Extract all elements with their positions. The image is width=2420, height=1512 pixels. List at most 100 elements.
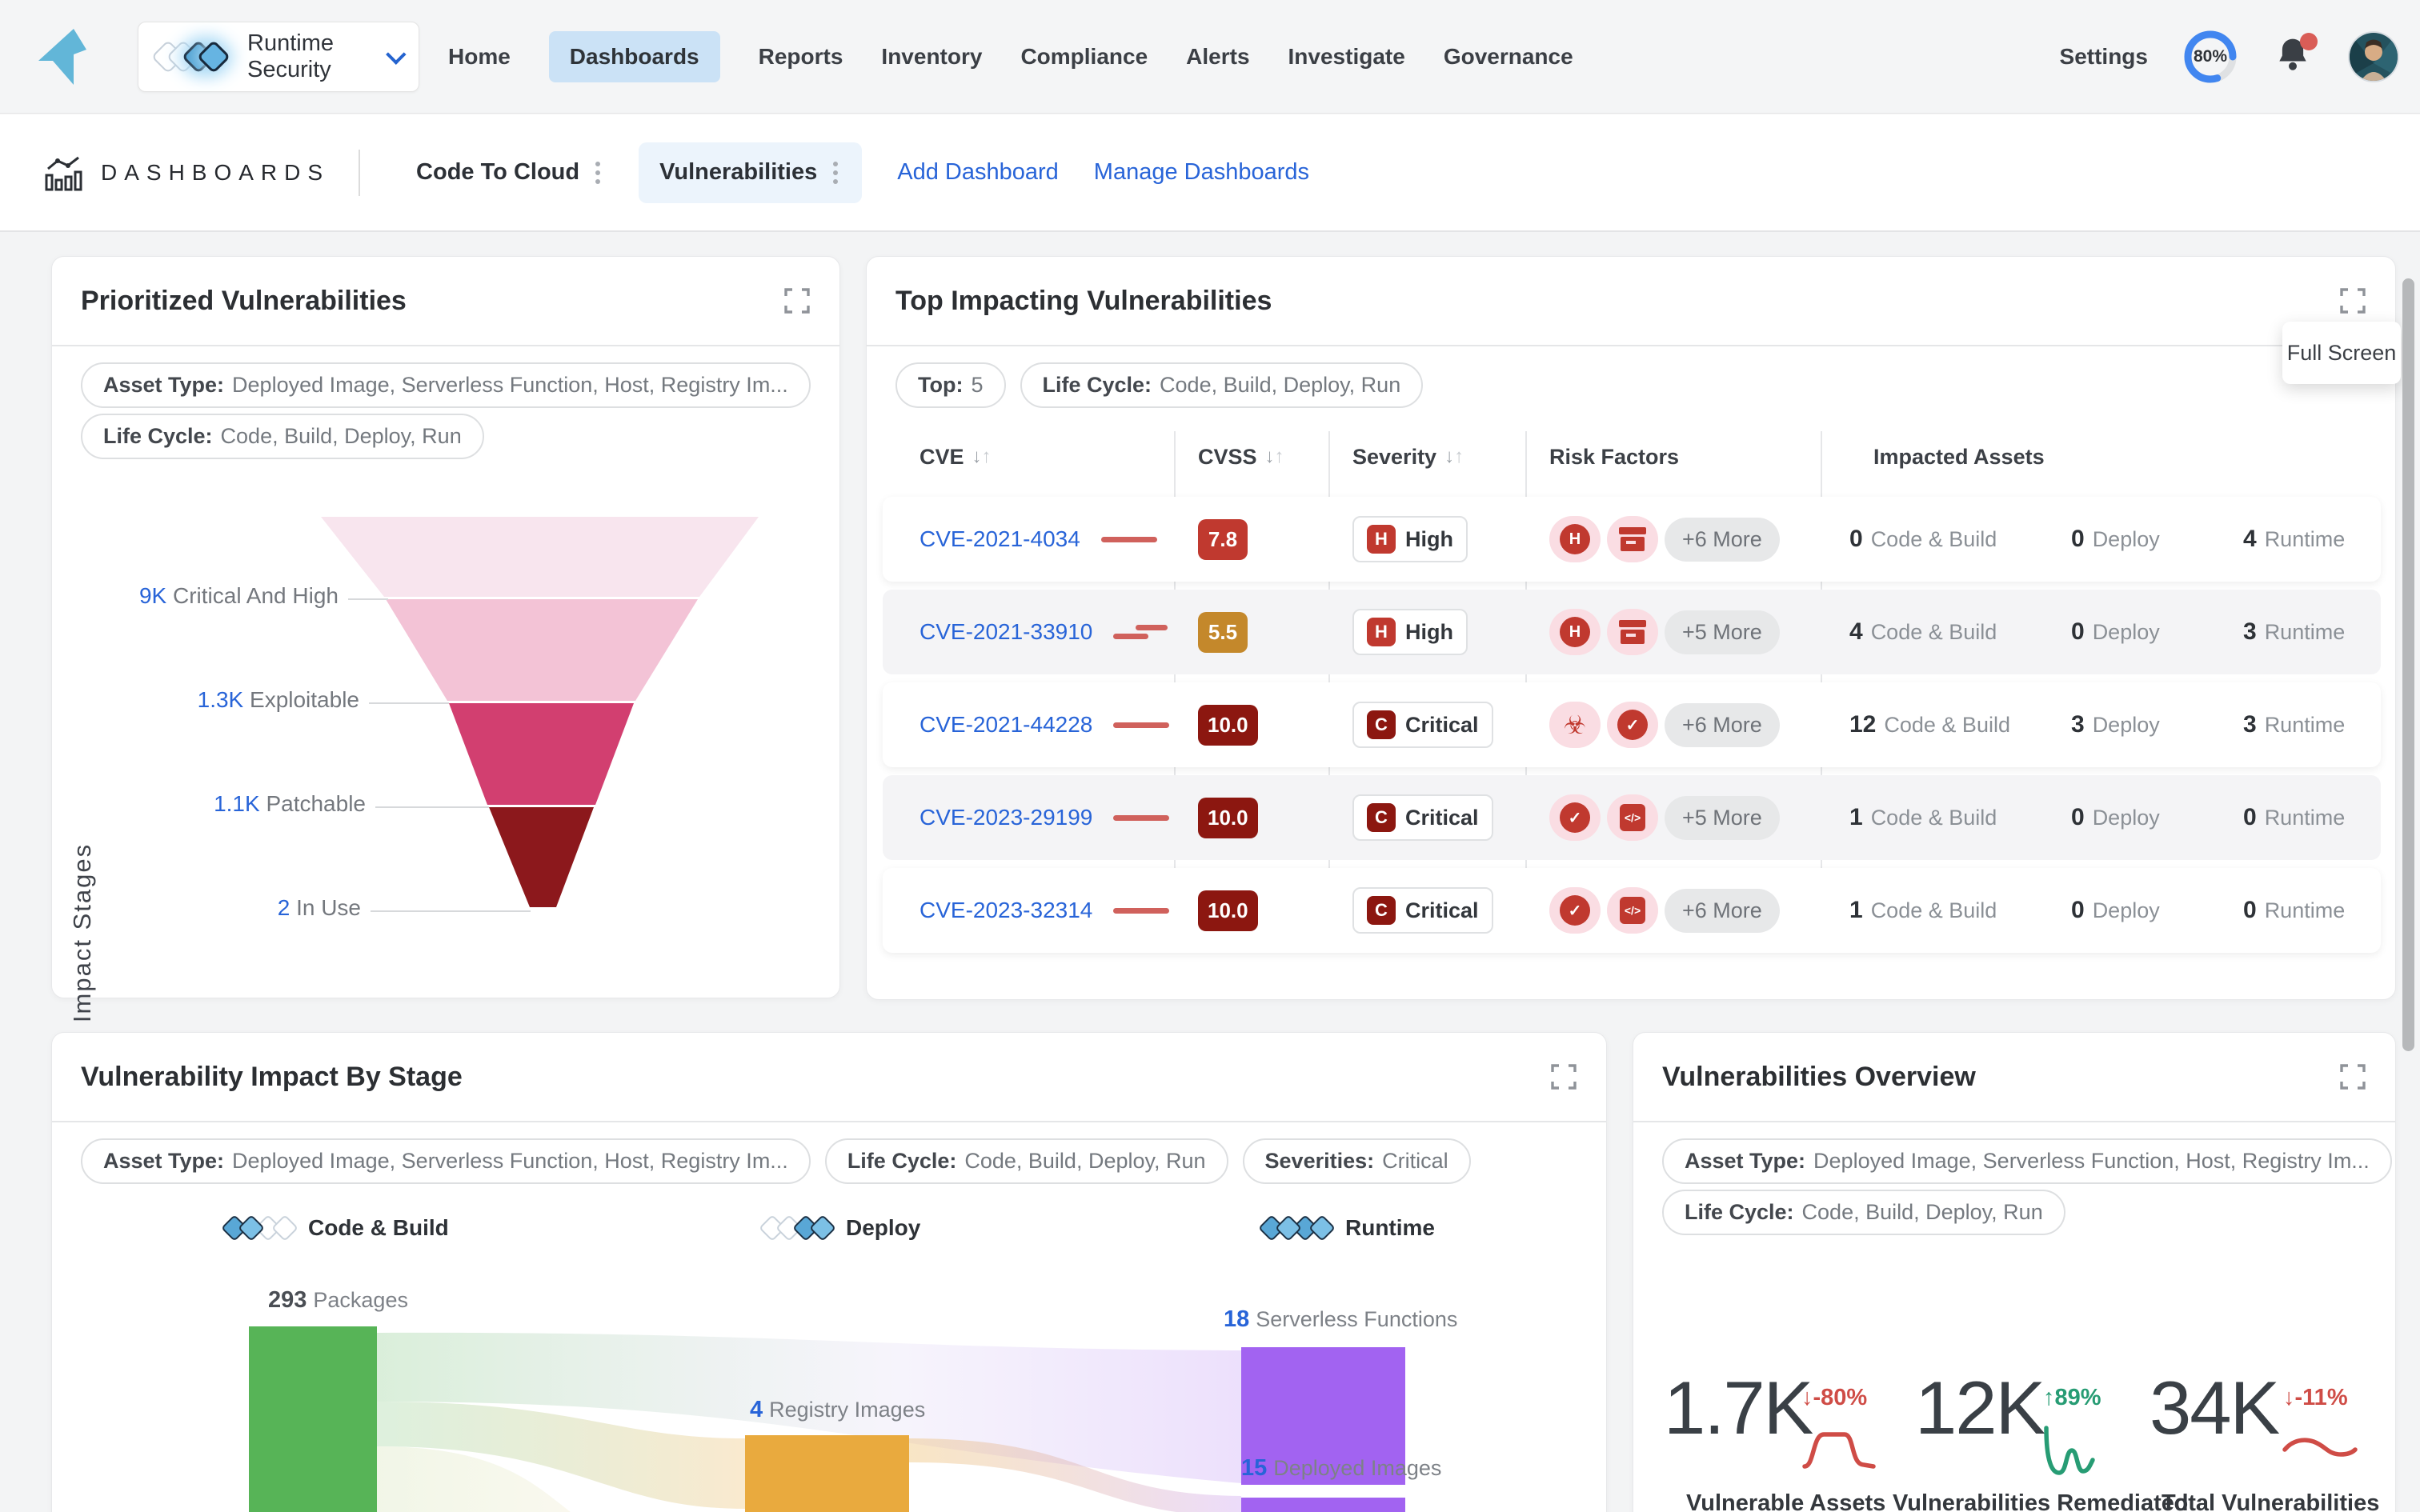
- table-row[interactable]: CVE-2021-4034 7.8 H High H +6 More 0 Code …: [883, 497, 2381, 582]
- table-row[interactable]: CVE-2023-29199 10.0 C Critical ✓ </> +5 M…: [883, 775, 2381, 860]
- funnel-segment-critical-high[interactable]: [321, 517, 759, 597]
- severity-chip: C Critical: [1352, 794, 1493, 841]
- sankey-node-label: 293 Packages: [268, 1287, 408, 1314]
- col-cvss[interactable]: CVSS ↓↑: [1198, 444, 1284, 469]
- risk-package-icon[interactable]: [1607, 609, 1658, 655]
- filter-asset-type[interactable]: Asset Type: Deployed Image, Serverless Fu…: [1662, 1138, 2392, 1184]
- stat-vulnerable-assets-value: 1.7K: [1664, 1366, 1813, 1450]
- severity-letter-icon: C: [1367, 896, 1396, 925]
- pipeline-diamond-icon: [238, 1214, 265, 1242]
- nav-home[interactable]: Home: [448, 44, 511, 69]
- card-header: Vulnerabilities Overview: [1633, 1033, 2395, 1122]
- fullscreen-icon[interactable]: [783, 287, 811, 314]
- settings-button[interactable]: Settings: [2059, 44, 2148, 69]
- funnel-label: 9K Critical And High: [139, 583, 339, 609]
- filter-life-cycle[interactable]: Life Cycle: Code, Build, Deploy, Run: [1662, 1190, 2065, 1235]
- funnel-stage: Exploitable: [250, 687, 359, 712]
- risk-verified-icon[interactable]: ✓: [1607, 702, 1658, 748]
- nav-alerts[interactable]: Alerts: [1186, 44, 1250, 69]
- kebab-icon[interactable]: [592, 158, 603, 187]
- trend-sparkline-icon: [1113, 814, 1170, 821]
- sort-icon: ↓: [1264, 446, 1275, 467]
- tab-code-to-cloud[interactable]: Code To Cloud: [395, 142, 624, 203]
- risk-high-icon[interactable]: H: [1549, 516, 1601, 562]
- table-row[interactable]: CVE-2023-32314 10.0 C Critical ✓ </> +6 M…: [883, 868, 2381, 953]
- tab-vulnerabilities[interactable]: Vulnerabilities: [639, 142, 863, 203]
- cve-link[interactable]: CVE-2021-4034: [920, 526, 1080, 551]
- stat-total-label: Total Vulnerabilities: [2162, 1490, 2380, 1512]
- risk-more-button[interactable]: +6 More: [1665, 702, 1780, 747]
- funnel-label: 1.3K Exploitable: [198, 687, 359, 713]
- top-nav: Runtime Security Home Dashboards Reports…: [0, 0, 2420, 114]
- impacted-code-build: 1 Code & Build: [1849, 897, 1997, 923]
- kebab-icon[interactable]: [830, 158, 841, 187]
- risk-verified-icon[interactable]: ✓: [1549, 887, 1601, 934]
- funnel-stage: Patchable: [266, 791, 366, 816]
- severity-chip: C Critical: [1352, 702, 1493, 748]
- risk-more-button[interactable]: +6 More: [1665, 517, 1780, 562]
- funnel-connector: [375, 806, 489, 808]
- filter-severities[interactable]: Severities: Critical: [1242, 1138, 1471, 1184]
- dashboards-bar: DASHBOARDS Code To Cloud Vulnerabilities…: [0, 114, 2420, 232]
- risk-remote-execution-icon[interactable]: </>: [1607, 794, 1658, 841]
- filter-label: Life Cycle:: [103, 424, 213, 448]
- nav-dashboards[interactable]: Dashboards: [548, 31, 720, 82]
- bell-icon: [2279, 38, 2306, 70]
- notification-badge: [2300, 33, 2318, 50]
- node-name: Deployed Images: [1273, 1456, 1442, 1480]
- nav-inventory[interactable]: Inventory: [881, 44, 983, 69]
- table-row[interactable]: CVE-2021-44228 10.0 C Critical ☣ ✓ +6 Mor…: [883, 682, 2381, 767]
- funnel-segment-patchable[interactable]: [449, 703, 634, 805]
- filter-value: Deployed Image, Serverless Function, Hos…: [232, 373, 788, 397]
- funnel-stage: Critical And High: [173, 583, 339, 608]
- notifications-button[interactable]: [2273, 33, 2318, 79]
- funnel-segment-exploitable[interactable]: [386, 599, 698, 701]
- risk-remote-execution-icon[interactable]: </>: [1607, 887, 1658, 934]
- col-impacted-assets: Impacted Assets: [1873, 444, 2045, 469]
- nav-reports[interactable]: Reports: [758, 44, 843, 69]
- table-row[interactable]: CVE-2021-33910 5.5 H High H +5 More 4 Code…: [883, 590, 2381, 674]
- impacted-code-build: 12 Code & Build: [1849, 711, 2010, 738]
- funnel-segment-in-use[interactable]: [489, 807, 594, 907]
- cve-link[interactable]: CVE-2021-33910: [920, 619, 1093, 644]
- node-registry-images: [745, 1435, 909, 1512]
- fullscreen-icon[interactable]: [1550, 1063, 1577, 1090]
- risk-biohazard-icon[interactable]: ☣: [1549, 702, 1601, 748]
- brand-logo-icon[interactable]: [37, 26, 88, 88]
- filter-life-cycle[interactable]: Life Cycle: Code, Build, Deploy, Run: [824, 1138, 1228, 1184]
- user-avatar[interactable]: [2350, 33, 2398, 81]
- nav-investigate[interactable]: Investigate: [1288, 44, 1405, 69]
- product-selector[interactable]: Runtime Security: [138, 22, 419, 92]
- impacted-code-build: 0 Code & Build: [1849, 526, 1997, 552]
- filters: Top: 5 Life Cycle: Code, Build, Deploy, Ru…: [895, 362, 1424, 408]
- funnel-value: 9K: [138, 583, 167, 608]
- add-dashboard-link[interactable]: Add Dashboard: [897, 159, 1059, 185]
- fullscreen-icon[interactable]: [2339, 1063, 2366, 1090]
- filter-asset-type[interactable]: Asset Type: Deployed Image, Serverless Fu…: [81, 362, 811, 408]
- cve-link[interactable]: CVE-2021-44228: [920, 712, 1093, 737]
- pipeline-diamond-icon: [1308, 1214, 1336, 1242]
- nav-governance[interactable]: Governance: [1443, 44, 1573, 69]
- risk-verified-icon[interactable]: ✓: [1549, 794, 1601, 841]
- stage-label: Runtime: [1345, 1215, 1435, 1240]
- cve-link[interactable]: CVE-2023-32314: [920, 898, 1093, 922]
- risk-high-icon[interactable]: H: [1549, 609, 1601, 655]
- stage-label: Code & Build: [308, 1215, 449, 1240]
- fullscreen-icon[interactable]: [2339, 287, 2366, 314]
- filter-top[interactable]: Top: 5: [895, 362, 1006, 408]
- usage-ring[interactable]: 80%: [2183, 30, 2238, 84]
- manage-dashboards-link[interactable]: Manage Dashboards: [1093, 159, 1310, 185]
- risk-more-button[interactable]: +5 More: [1665, 795, 1780, 840]
- page-scrollbar[interactable]: [2402, 278, 2414, 1051]
- col-cve[interactable]: CVE ↓↑: [920, 444, 992, 469]
- impacted-deploy: 3 Deploy: [2071, 711, 2160, 738]
- risk-more-button[interactable]: +6 More: [1665, 888, 1780, 933]
- risk-package-icon[interactable]: [1607, 516, 1658, 562]
- filter-life-cycle[interactable]: Life Cycle: Code, Build, Deploy, Run: [81, 414, 484, 459]
- cve-link[interactable]: CVE-2023-29199: [920, 805, 1093, 830]
- filter-asset-type[interactable]: Asset Type: Deployed Image, Serverless Fu…: [81, 1138, 811, 1184]
- risk-more-button[interactable]: +5 More: [1665, 610, 1780, 654]
- filter-life-cycle[interactable]: Life Cycle: Code, Build, Deploy, Run: [1020, 362, 1424, 408]
- nav-compliance[interactable]: Compliance: [1020, 44, 1148, 69]
- col-severity[interactable]: Severity ↓↑: [1352, 444, 1464, 469]
